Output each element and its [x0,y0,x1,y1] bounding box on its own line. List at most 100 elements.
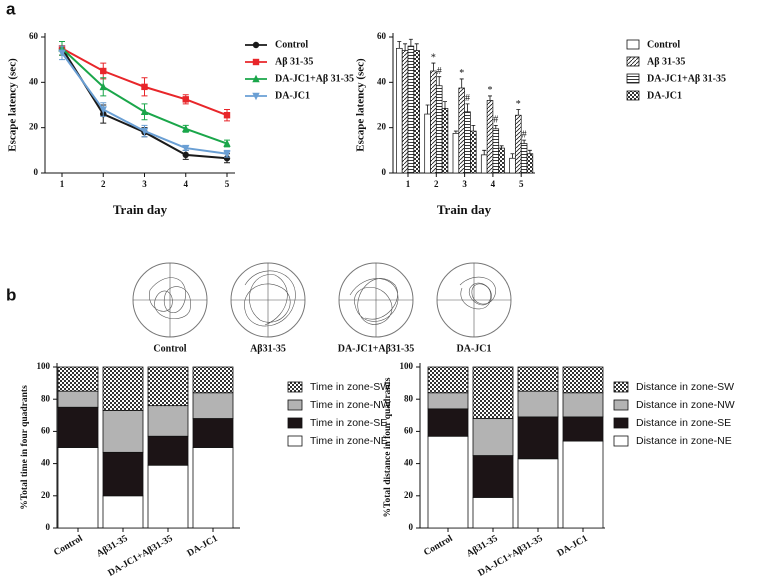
y-tick-label: 60 [377,31,387,41]
y-axis-label: Escape latency (sec) [7,58,19,152]
legend-label: DA-JC1+Aβ 31-35 [647,73,726,84]
error-bar [431,62,436,71]
bar-segment [57,447,99,529]
bar-segment [147,435,189,466]
y-tick-label: 80 [404,393,414,403]
bar-segment [427,435,469,529]
y-tick-label: 40 [404,458,414,468]
marker [252,92,260,101]
x-tick-label: 3 [142,179,147,189]
y-axis-label: %Total time in four quadrants [20,385,30,510]
error-bar [425,104,430,115]
x-tick-label: DA-JC1 [556,534,590,559]
legend-label: Distance in zone-SE [636,417,731,429]
error-bar [403,43,408,51]
significance-label: # [493,115,498,126]
marker [99,106,107,114]
y-tick-label: 40 [377,76,387,86]
x-tick-label: Aβ31-35 [95,534,130,560]
legend-label: Time in zone-SE [310,417,387,429]
y-tick-label: 20 [29,122,39,132]
bar [424,113,431,174]
x-tick-label: 1 [406,179,411,189]
bar [430,70,437,174]
x-tick-label: Control [422,534,455,559]
legend-label: Time in zone-SW [310,381,390,393]
bar-segment [147,405,189,437]
x-tick-label: 5 [225,179,230,189]
marker [182,151,189,159]
x-axis-label: Train day [113,202,168,217]
x-tick-label: 4 [184,179,189,189]
error-bar [510,153,515,159]
legend-swatch [287,381,303,393]
bar-segment [472,497,514,529]
bar-segment [102,410,144,453]
legend-label: Distance in zone-NE [636,435,732,447]
legend-label: Distance in zone-NW [636,399,735,411]
marker [223,150,231,158]
y-tick-label: 20 [404,490,414,500]
x-tick-label: Aβ31-35 [465,534,500,560]
x-tick-label: 4 [491,179,496,189]
legend-swatch [287,435,303,447]
legend-label: DA-JC1 [275,90,310,101]
legend-label: Control [275,39,308,50]
y-tick-label: 80 [41,393,51,403]
y-tick-label: 20 [41,490,51,500]
trajectory-plot [230,262,306,338]
bar-segment [562,416,604,442]
x-tick-label: 1 [60,179,65,189]
legend-swatch [613,435,629,447]
error-bar [527,149,532,154]
legend-swatch [613,381,629,393]
bar-segment [427,366,469,394]
bar-segment [517,416,559,460]
bar [486,100,494,174]
y-tick-label: 100 [400,361,414,371]
x-tick-label: 2 [101,179,106,189]
error-bar [487,95,492,101]
legend-swatch [613,417,629,429]
bar-segment [57,390,99,408]
legend-label: DA-JC1+Aβ 31-35 [275,73,354,84]
error-bar [414,43,419,51]
bar-segment [472,418,514,456]
marker [182,124,190,132]
error-bar [499,145,504,149]
bar [515,114,522,174]
legend-label: Time in zone-NW [310,399,391,411]
x-tick-label: 5 [519,179,524,189]
marker [252,41,260,49]
marker [140,127,149,136]
bar [458,87,465,174]
significance-label: * [516,99,521,110]
bar-segment [562,440,604,529]
error-bar [493,125,498,129]
significance-label: # [437,66,442,77]
trajectory-plot [132,262,208,338]
bar-segment [517,366,559,392]
significance-label: # [522,129,527,140]
error-bar [482,149,487,155]
panel-label: a [6,0,16,18]
series-line [61,47,228,160]
bar [464,111,471,174]
marker [223,112,231,119]
bar [509,157,516,174]
x-tick-label: 2 [434,179,439,189]
error-bar [522,139,527,144]
y-tick-label: 60 [41,425,51,435]
y-tick-label: 60 [29,31,39,41]
marker [99,82,107,91]
bar-segment [427,408,469,437]
bar-segment [472,455,514,498]
significance-label: * [487,85,492,96]
bar-segment [427,392,469,410]
trajectory-label: Control [153,343,186,354]
trajectory-label: DA-JC1 [457,343,492,354]
error-bar [516,109,521,116]
y-tick-label: 0 [34,167,39,177]
bar-segment [147,464,189,529]
